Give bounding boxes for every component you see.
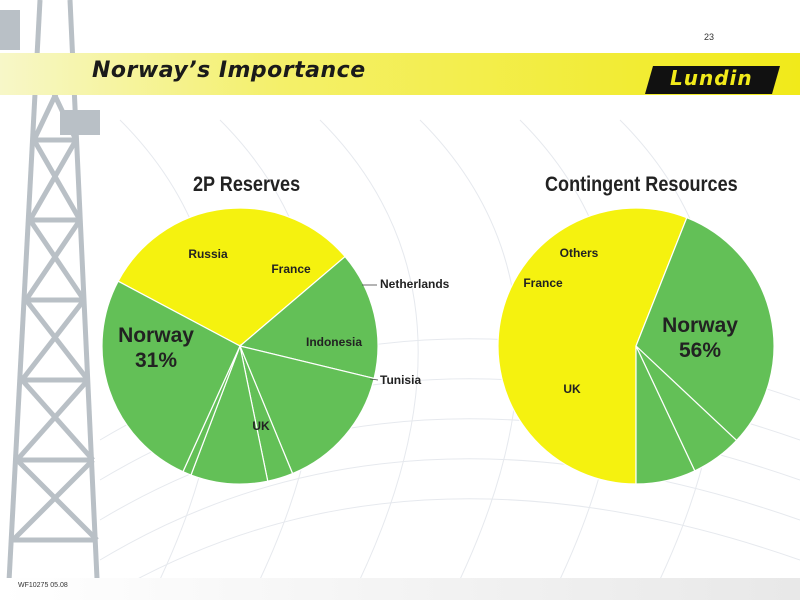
- footer-code: WF10275 05.08: [18, 582, 68, 589]
- chart-title-contingent-resources: Contingent Resources: [545, 173, 738, 196]
- lundin-logo: [645, 66, 780, 94]
- page-number: 23: [704, 32, 715, 42]
- chart-title-2p-reserves: 2P Reserves: [193, 173, 301, 196]
- slice-label-france: France: [271, 262, 311, 276]
- pie-slice-uk: [101, 280, 241, 473]
- leader-line-tunisia: [369, 378, 379, 381]
- pie-slice-uk: [635, 216, 775, 442]
- slice-label-others: Others: [560, 246, 599, 260]
- pie-slice-norway: [117, 207, 346, 347]
- slice-label-norway: Norway: [118, 324, 194, 347]
- slice-percent-norway: 31%: [135, 349, 177, 372]
- pie-slice-others: [635, 345, 696, 485]
- slice-label-uk: UK: [563, 382, 581, 396]
- slice-label-russia: Russia: [188, 247, 228, 261]
- slice-label-indonesia: Indonesia: [306, 335, 362, 349]
- footer-band: [0, 578, 800, 600]
- slice-label-uk: UK: [252, 419, 270, 433]
- pie-slice-russia: [238, 255, 379, 380]
- slice-label-france: France: [523, 276, 563, 290]
- slice-label-norway: Norway: [662, 314, 738, 337]
- pie-slice-france: [238, 345, 375, 475]
- slice-label-netherlands: Netherlands: [380, 277, 450, 291]
- slice-label-tunisia: Tunisia: [380, 373, 421, 387]
- slice-percent-norway: 56%: [679, 339, 721, 362]
- oil-rig-illustration: [0, 0, 101, 600]
- slide-title: Norway’s Importance: [92, 58, 366, 83]
- pie-slice-norway: [497, 207, 688, 485]
- lundin-logo-text: Lundin: [670, 66, 753, 90]
